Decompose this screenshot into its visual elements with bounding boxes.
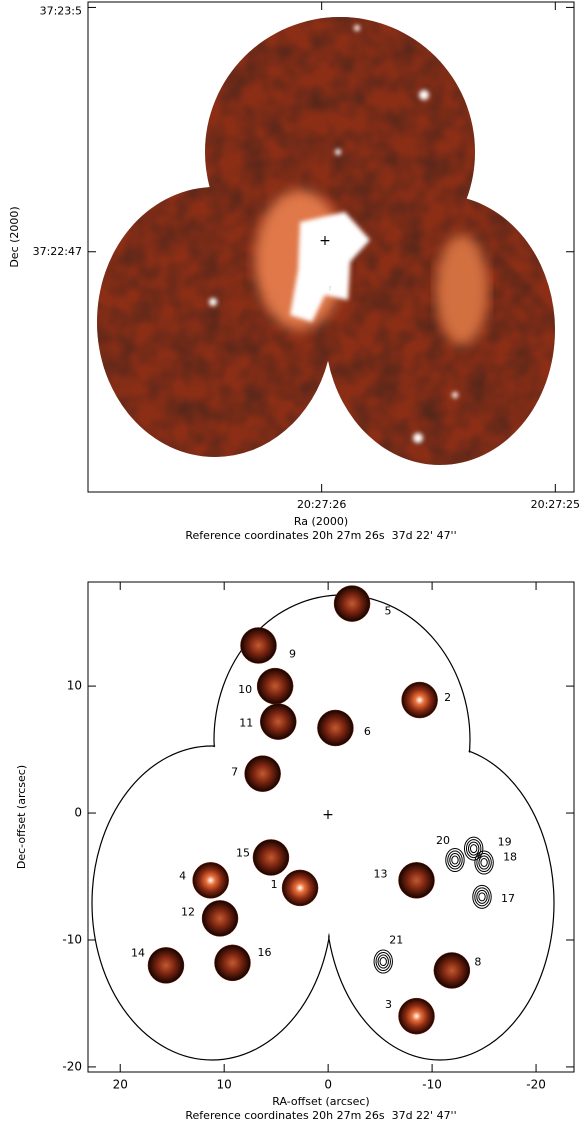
source-blob: [148, 947, 184, 983]
x-tick-label: 20:27:25: [531, 498, 580, 511]
x-tick-label: 10: [217, 1078, 232, 1092]
y-tick-label: 0: [74, 806, 82, 820]
source-blob: [402, 682, 438, 718]
y-axis-label: Dec (2000): [8, 206, 21, 267]
source-label: 2: [444, 691, 451, 704]
reference-cross: +: [319, 233, 331, 249]
source-label: 5: [385, 605, 392, 618]
source-blob: [193, 862, 229, 898]
source-blob: [317, 710, 353, 746]
source-label: 12: [181, 905, 195, 918]
source-label: 1: [271, 878, 278, 891]
y-axis-label: Dec-offset (arcsec): [15, 765, 28, 869]
source-blob: [434, 952, 470, 988]
y-tick-label: 37:23:5: [40, 4, 82, 17]
y-tick-label: -10: [62, 932, 82, 946]
y-tick-label: -20: [62, 1059, 82, 1073]
source-label: 15: [236, 846, 250, 859]
source-blob: [215, 945, 251, 981]
x-tick-label: 20:27:26: [297, 498, 346, 511]
source-label: 7: [231, 766, 238, 779]
source-blob: [260, 704, 296, 740]
coverage-outline: [92, 595, 554, 1060]
x-axis-label: RA-offset (arcsec): [272, 1095, 369, 1108]
y-tick-label: 10: [67, 679, 82, 693]
source-blob: [399, 998, 435, 1034]
source-label: 4: [179, 869, 186, 882]
source-blob: [334, 586, 370, 622]
source-label: 8: [474, 955, 481, 968]
source-label: 13: [374, 867, 388, 880]
source-label: 21: [389, 934, 403, 947]
y-tick-label: 37:22:47: [33, 245, 82, 258]
x-tick-label: -20: [526, 1078, 546, 1092]
source-label: 16: [258, 946, 272, 959]
x-tick-label: 20: [113, 1078, 128, 1092]
source-blob: [257, 668, 293, 704]
source-blob: [253, 839, 289, 875]
source-label: 18: [503, 851, 517, 864]
source-label: 10: [238, 683, 252, 696]
source-blob: [202, 900, 238, 936]
source-label: 6: [364, 725, 371, 738]
source-label: 11: [239, 717, 253, 730]
source-label: 19: [498, 836, 512, 849]
source-blob: [399, 862, 435, 898]
reference-cross: +: [322, 807, 334, 823]
source-label: 20: [436, 834, 450, 847]
caption: Reference coordinates 20h 27m 26s 37d 22…: [185, 529, 456, 542]
source-blob: [245, 756, 281, 792]
x-tick-label: 0: [324, 1078, 332, 1092]
x-tick-label: -10: [422, 1078, 442, 1092]
x-axis-label: Ra (2000): [294, 515, 348, 528]
figure: + + 20:27:26 20:27:25 37:23:5 37:22:47 Ra (2…: [0, 0, 586, 1121]
source-label: 14: [131, 946, 145, 959]
source-blob: [240, 627, 276, 663]
source-label: 17: [501, 892, 515, 905]
caption: Reference coordinates 20h 27m 26s 37d 22…: [185, 1109, 456, 1121]
source-blob: [282, 870, 318, 906]
source-label: 9: [289, 647, 296, 660]
source-label: 3: [385, 998, 392, 1011]
glow: [436, 235, 488, 345]
